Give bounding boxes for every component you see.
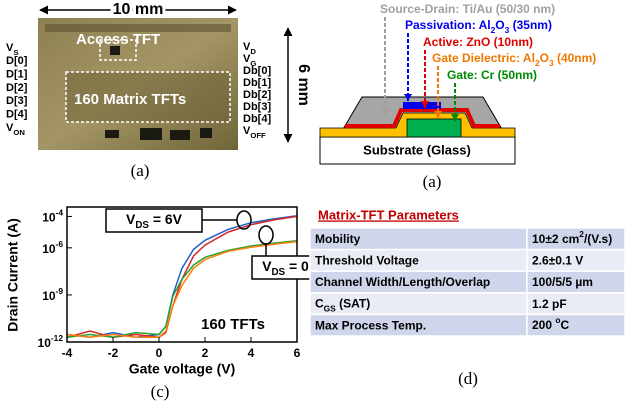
x-tick-label: -4 [62,346,73,360]
pin-label: Db[4] [243,113,271,125]
pin-label: VON [6,122,25,137]
pin-label: Db[2] [243,89,271,101]
layer-label: Gate Dielectric: Al2O3 (40nm) [432,51,596,68]
layer-label: Passivation: Al2O3 (35nm) [405,18,552,35]
table-value: 1.2 pF [532,297,567,311]
y-tick-label: 10-6 [42,239,63,256]
x-axis-label: Gate voltage (V) [129,361,236,377]
caption: (d) [458,369,478,388]
text-part: (35nm) [509,18,552,32]
caption: (a) [131,161,150,180]
height-label: 6 mm [295,64,312,106]
tick-exponent: -4 [56,208,64,218]
tick-base: 10 [42,289,56,303]
x-tick-label: 2 [202,346,209,360]
text-part: (40nm) [554,51,597,65]
x-tick-label: 0 [156,346,163,360]
text-part: 10±2 cm [532,232,579,246]
layer-label: Active: ZnO (10nm) [423,35,533,49]
table-label: Max Process Temp. [315,318,426,332]
pin-label: D[3] [6,95,28,107]
pin-label: D[0] [6,55,28,67]
table-value: 2.6±0.1 V [532,254,583,268]
pin-label: Db[0] [243,65,271,77]
text-part: = 6V [149,211,183,227]
text-part: /(V.s) [584,232,612,246]
layer-label: Source-Drain: Ti/Au (50/30 nm) [380,2,555,16]
width-label: 10 mm [113,1,164,18]
annotation: 160 TFTs [201,316,265,333]
caption: (a) [423,172,442,191]
x-tick-label: 4 [248,346,255,360]
x-tick-label: 6 [294,346,301,360]
text-part: (SAT) [336,297,370,311]
substrate-label: Substrate (Glass) [363,142,471,157]
text-part: 200 [532,318,555,332]
text-part: C [315,297,324,311]
table-label: Threshold Voltage [315,254,419,268]
tick-exponent: -6 [56,239,64,249]
text-part: O [540,51,549,65]
tick-base: 10 [42,211,56,225]
table-title: Matrix-TFT Parameters [318,207,459,222]
figure: 10 mm6 mmAccess TFT160 Matrix TFTsVSD[0]… [0,0,633,407]
region-label: Access TFT [76,31,160,48]
pin-label: Db[1] [243,77,271,89]
pin-label: VOFF [243,125,266,140]
text-part: Gate Dielectric: Al [432,51,535,65]
text-part: DS [271,267,285,278]
region-label: 160 Matrix TFTs [74,91,186,108]
table-label: Channel Width/Length/Overlap [315,275,490,289]
tick-exponent: -12 [51,333,63,343]
table-value: 10±2 cm2/(V.s) [532,229,612,246]
x-tick-label: -2 [108,346,119,360]
table-value: 200 oC [532,315,569,332]
pin-label: D[2] [6,82,28,94]
y-tick-label: 10-9 [42,286,63,303]
tick-exponent: -9 [56,286,64,296]
pin-label: D[1] [6,69,28,81]
text-part: OFF [250,131,266,140]
y-tick-label: 10-4 [42,208,63,225]
text-part: ON [13,127,25,136]
pin-label: D[4] [6,108,28,120]
text-part: Passivation: Al [405,18,491,32]
y-tick-label: 10-12 [38,333,64,350]
pin-label: Db[3] [243,101,271,113]
text-part: O [495,18,504,32]
layer-label: Gate: Cr (50nm) [447,68,537,82]
text-part: DS [135,220,149,231]
table-label: Mobility [315,232,361,246]
tick-base: 10 [42,242,56,256]
caption: (c) [151,382,170,401]
tick-base: 10 [38,336,52,350]
y-axis-label: Drain Current (A) [5,218,21,332]
text-part: C [560,318,569,332]
text-part: D [250,47,256,56]
table-value: 100/5/5 µm [532,275,593,289]
text-part: GS [324,304,337,314]
